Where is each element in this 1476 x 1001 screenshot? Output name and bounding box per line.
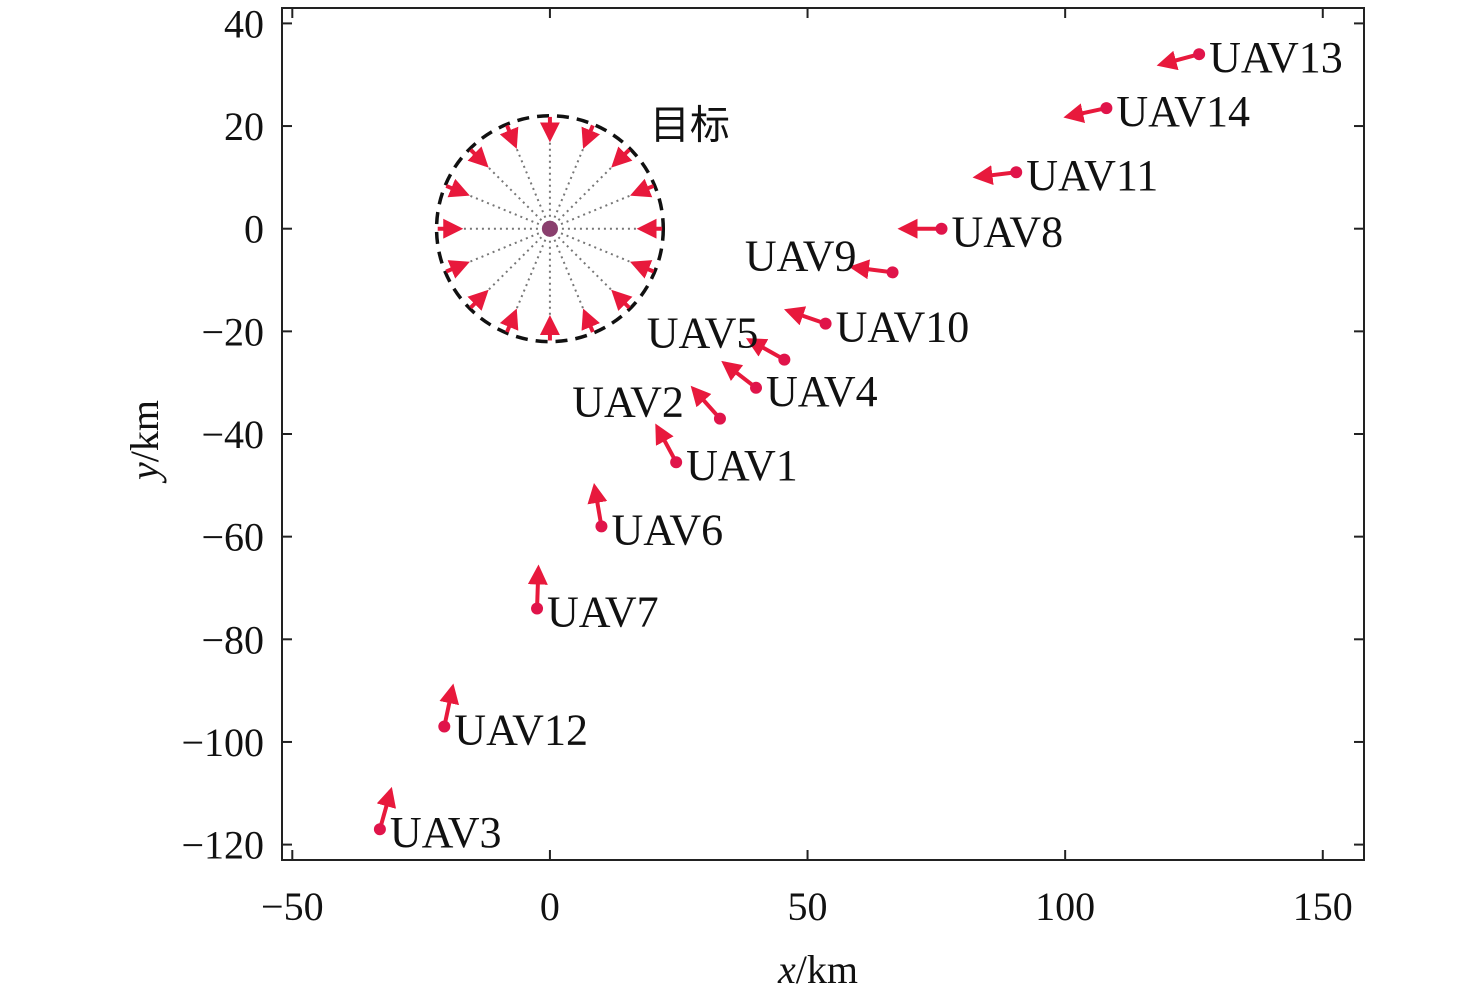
uav-label: UAV2 [572, 378, 684, 427]
target-arrow [499, 124, 519, 149]
target-arrow [445, 178, 470, 198]
uav-arrow [690, 385, 722, 420]
y-axis-var: y [122, 462, 167, 484]
uav-point [750, 381, 763, 394]
x-tick-label: 0 [540, 884, 560, 929]
uav-point [1193, 48, 1206, 61]
uav-arrow [527, 564, 548, 609]
target-circle [434, 114, 666, 344]
uav-point [778, 353, 791, 366]
target-spoke [549, 148, 631, 230]
x-tick-label: 150 [1293, 884, 1353, 929]
target-spoke [444, 184, 551, 230]
uav-arrow [783, 306, 827, 326]
uav-point [935, 222, 948, 235]
uav-arrow [439, 683, 460, 727]
target-spoke [469, 227, 551, 310]
uav-label: UAV12 [454, 706, 588, 755]
y-tick-label: −80 [201, 617, 264, 662]
target-spoke [549, 184, 656, 230]
uav-arrow [655, 423, 678, 464]
target-center [541, 220, 558, 237]
target-region: 目标 [434, 103, 730, 344]
uav-label: UAV13 [1209, 33, 1343, 82]
target-spoke [444, 227, 551, 273]
uav-point [531, 602, 544, 615]
uav-point [886, 266, 899, 279]
x-tick-label: 100 [1035, 884, 1095, 929]
uav-arrow [1156, 50, 1200, 71]
uav-label: UAV10 [836, 303, 970, 352]
uav-label: UAV3 [390, 808, 502, 857]
x-axis-title: x/km [777, 947, 858, 992]
uav-label: UAV14 [1116, 87, 1250, 136]
x-tick-label: −50 [261, 884, 324, 929]
target-spoke [549, 227, 656, 273]
uav-point [670, 456, 683, 469]
target-arrow [630, 178, 655, 198]
uav-label: UAV7 [547, 588, 659, 637]
uav-label: UAV11 [1026, 151, 1158, 200]
uav-label: UAV9 [745, 231, 857, 280]
target-arrow [581, 308, 601, 333]
x-axis-ticks: −50 0 50 100 150 [261, 8, 1353, 929]
uav-label: UAV5 [647, 309, 759, 358]
y-tick-label: −120 [181, 823, 264, 868]
y-tick-label: −40 [201, 412, 264, 457]
target-arrow [611, 146, 633, 168]
uav-arrow [376, 786, 397, 830]
target-spoke [505, 123, 551, 230]
target-spoke [505, 228, 551, 334]
target-arrow [445, 260, 470, 279]
uav-point [438, 720, 451, 733]
target-arrow [611, 289, 633, 311]
target-arrow [467, 146, 489, 168]
y-tick-label: −100 [181, 720, 264, 765]
target-label: 目标 [650, 103, 730, 149]
uav-label: UAV6 [611, 505, 723, 554]
target-arrow [499, 308, 519, 333]
uav-arrow [721, 360, 758, 390]
y-tick-label: 40 [224, 1, 264, 46]
target-spoke [549, 123, 595, 230]
target-spoke [549, 228, 595, 334]
uav-point [713, 412, 726, 425]
target-arrow [630, 260, 655, 279]
y-axis-ticks: −120 −100 −80 −60 −40 −20 0 20 40 [181, 1, 1364, 868]
y-axis-unit: /km [122, 400, 167, 462]
x-axis-var: x [777, 947, 796, 992]
y-tick-label: −60 [201, 515, 264, 560]
uav-arrow [848, 259, 893, 280]
y-tick-label: 0 [244, 207, 264, 252]
uav-arrow [1063, 103, 1107, 123]
y-tick-label: 20 [224, 104, 264, 149]
y-tick-label: −20 [201, 309, 264, 354]
target-arrow [467, 289, 489, 311]
uav-label: UAV4 [766, 367, 878, 416]
uav-point [373, 823, 386, 836]
uav-point [1100, 102, 1113, 115]
uav-point [819, 317, 832, 330]
x-tick-label: 50 [788, 884, 828, 929]
target-arrow [581, 124, 601, 149]
uav-arrow [972, 165, 1017, 186]
uav-label: UAV8 [952, 208, 1064, 257]
uav-point [1010, 166, 1023, 179]
uav-point [595, 520, 608, 533]
target-spoke [549, 227, 631, 310]
y-axis-title: y/km [122, 400, 167, 484]
x-axis-unit: /km [796, 947, 858, 992]
uav-label: UAV1 [686, 441, 798, 490]
uav-arrow [745, 338, 786, 362]
target-spoke [469, 148, 551, 230]
uav-arrow [587, 483, 608, 527]
